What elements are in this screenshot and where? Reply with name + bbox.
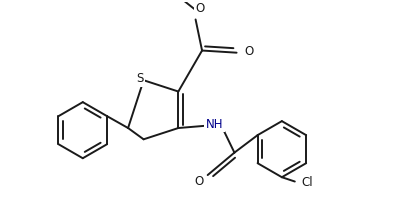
Text: S: S [137, 72, 144, 85]
Text: O: O [195, 175, 204, 188]
Text: Cl: Cl [301, 176, 313, 189]
Text: O: O [195, 2, 204, 15]
Text: NH: NH [205, 118, 223, 131]
Text: O: O [244, 45, 253, 58]
